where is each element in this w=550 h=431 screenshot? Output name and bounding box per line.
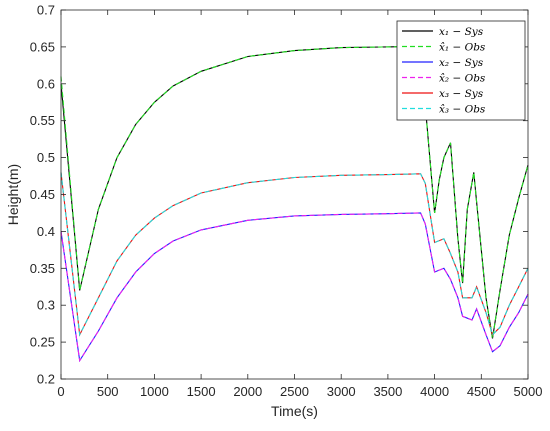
- legend-label-4: x̂₂ − Obs: [439, 73, 486, 85]
- plot-area: [60, 45, 529, 363]
- y-tick-label: 0.35: [30, 261, 55, 276]
- x-tick-label: 1500: [187, 384, 216, 399]
- x-tick-label: 3500: [373, 384, 402, 399]
- legend-box: [396, 20, 526, 121]
- y-tick-label: 0.5: [37, 150, 55, 165]
- legend-label-3: x₂ − Sys: [439, 57, 484, 69]
- axes: 0 500 1000 1500 2000 2500 3000 3500 4000 4500 5000…: [30, 3, 543, 400]
- x-tick-label: 500: [97, 384, 119, 399]
- x-tick-label: 5000: [514, 384, 543, 399]
- x-axis-label: Time(s): [271, 403, 318, 419]
- y-tick-label: 0.55: [30, 113, 55, 128]
- y-tick-label: 0.2: [37, 372, 55, 387]
- x-tick-label: 4000: [420, 384, 449, 399]
- y-tick-label: 0.65: [30, 39, 55, 54]
- legend-label-2: x̂₁ − Obs: [439, 42, 486, 54]
- x-tick-label: 0: [57, 384, 64, 399]
- y-tick-label: 0.45: [30, 187, 55, 202]
- x-tick-label: 4500: [467, 384, 496, 399]
- y-tick-label: 0.6: [37, 76, 55, 91]
- legend: x₁ − Sys x̂₁ − Obs x₂ − Sys x̂₂ − Obs x₃ − S…: [396, 20, 526, 121]
- series-line-4: [60, 212, 529, 363]
- x-tick-label: 1000: [140, 384, 169, 399]
- legend-label-1: x₁ − Sys: [439, 26, 484, 38]
- series-line-2: [60, 45, 529, 339]
- series-line-6: [60, 172, 529, 337]
- y-tick-label: 0.7: [37, 3, 55, 18]
- x-tick-label: 3000: [327, 384, 356, 399]
- y-tick-label: 0.4: [37, 224, 55, 239]
- x-tick-label: 2500: [280, 384, 309, 399]
- legend-label-6: x̂₃ − Obs: [439, 104, 486, 116]
- legend-label-5: x₃ − Sys: [439, 88, 484, 100]
- y-tick-label: 0.25: [30, 335, 55, 350]
- y-axis-label: Height(m): [5, 164, 21, 225]
- y-tick-label: 0.3: [37, 298, 55, 313]
- x-tick-label: 2000: [233, 384, 262, 399]
